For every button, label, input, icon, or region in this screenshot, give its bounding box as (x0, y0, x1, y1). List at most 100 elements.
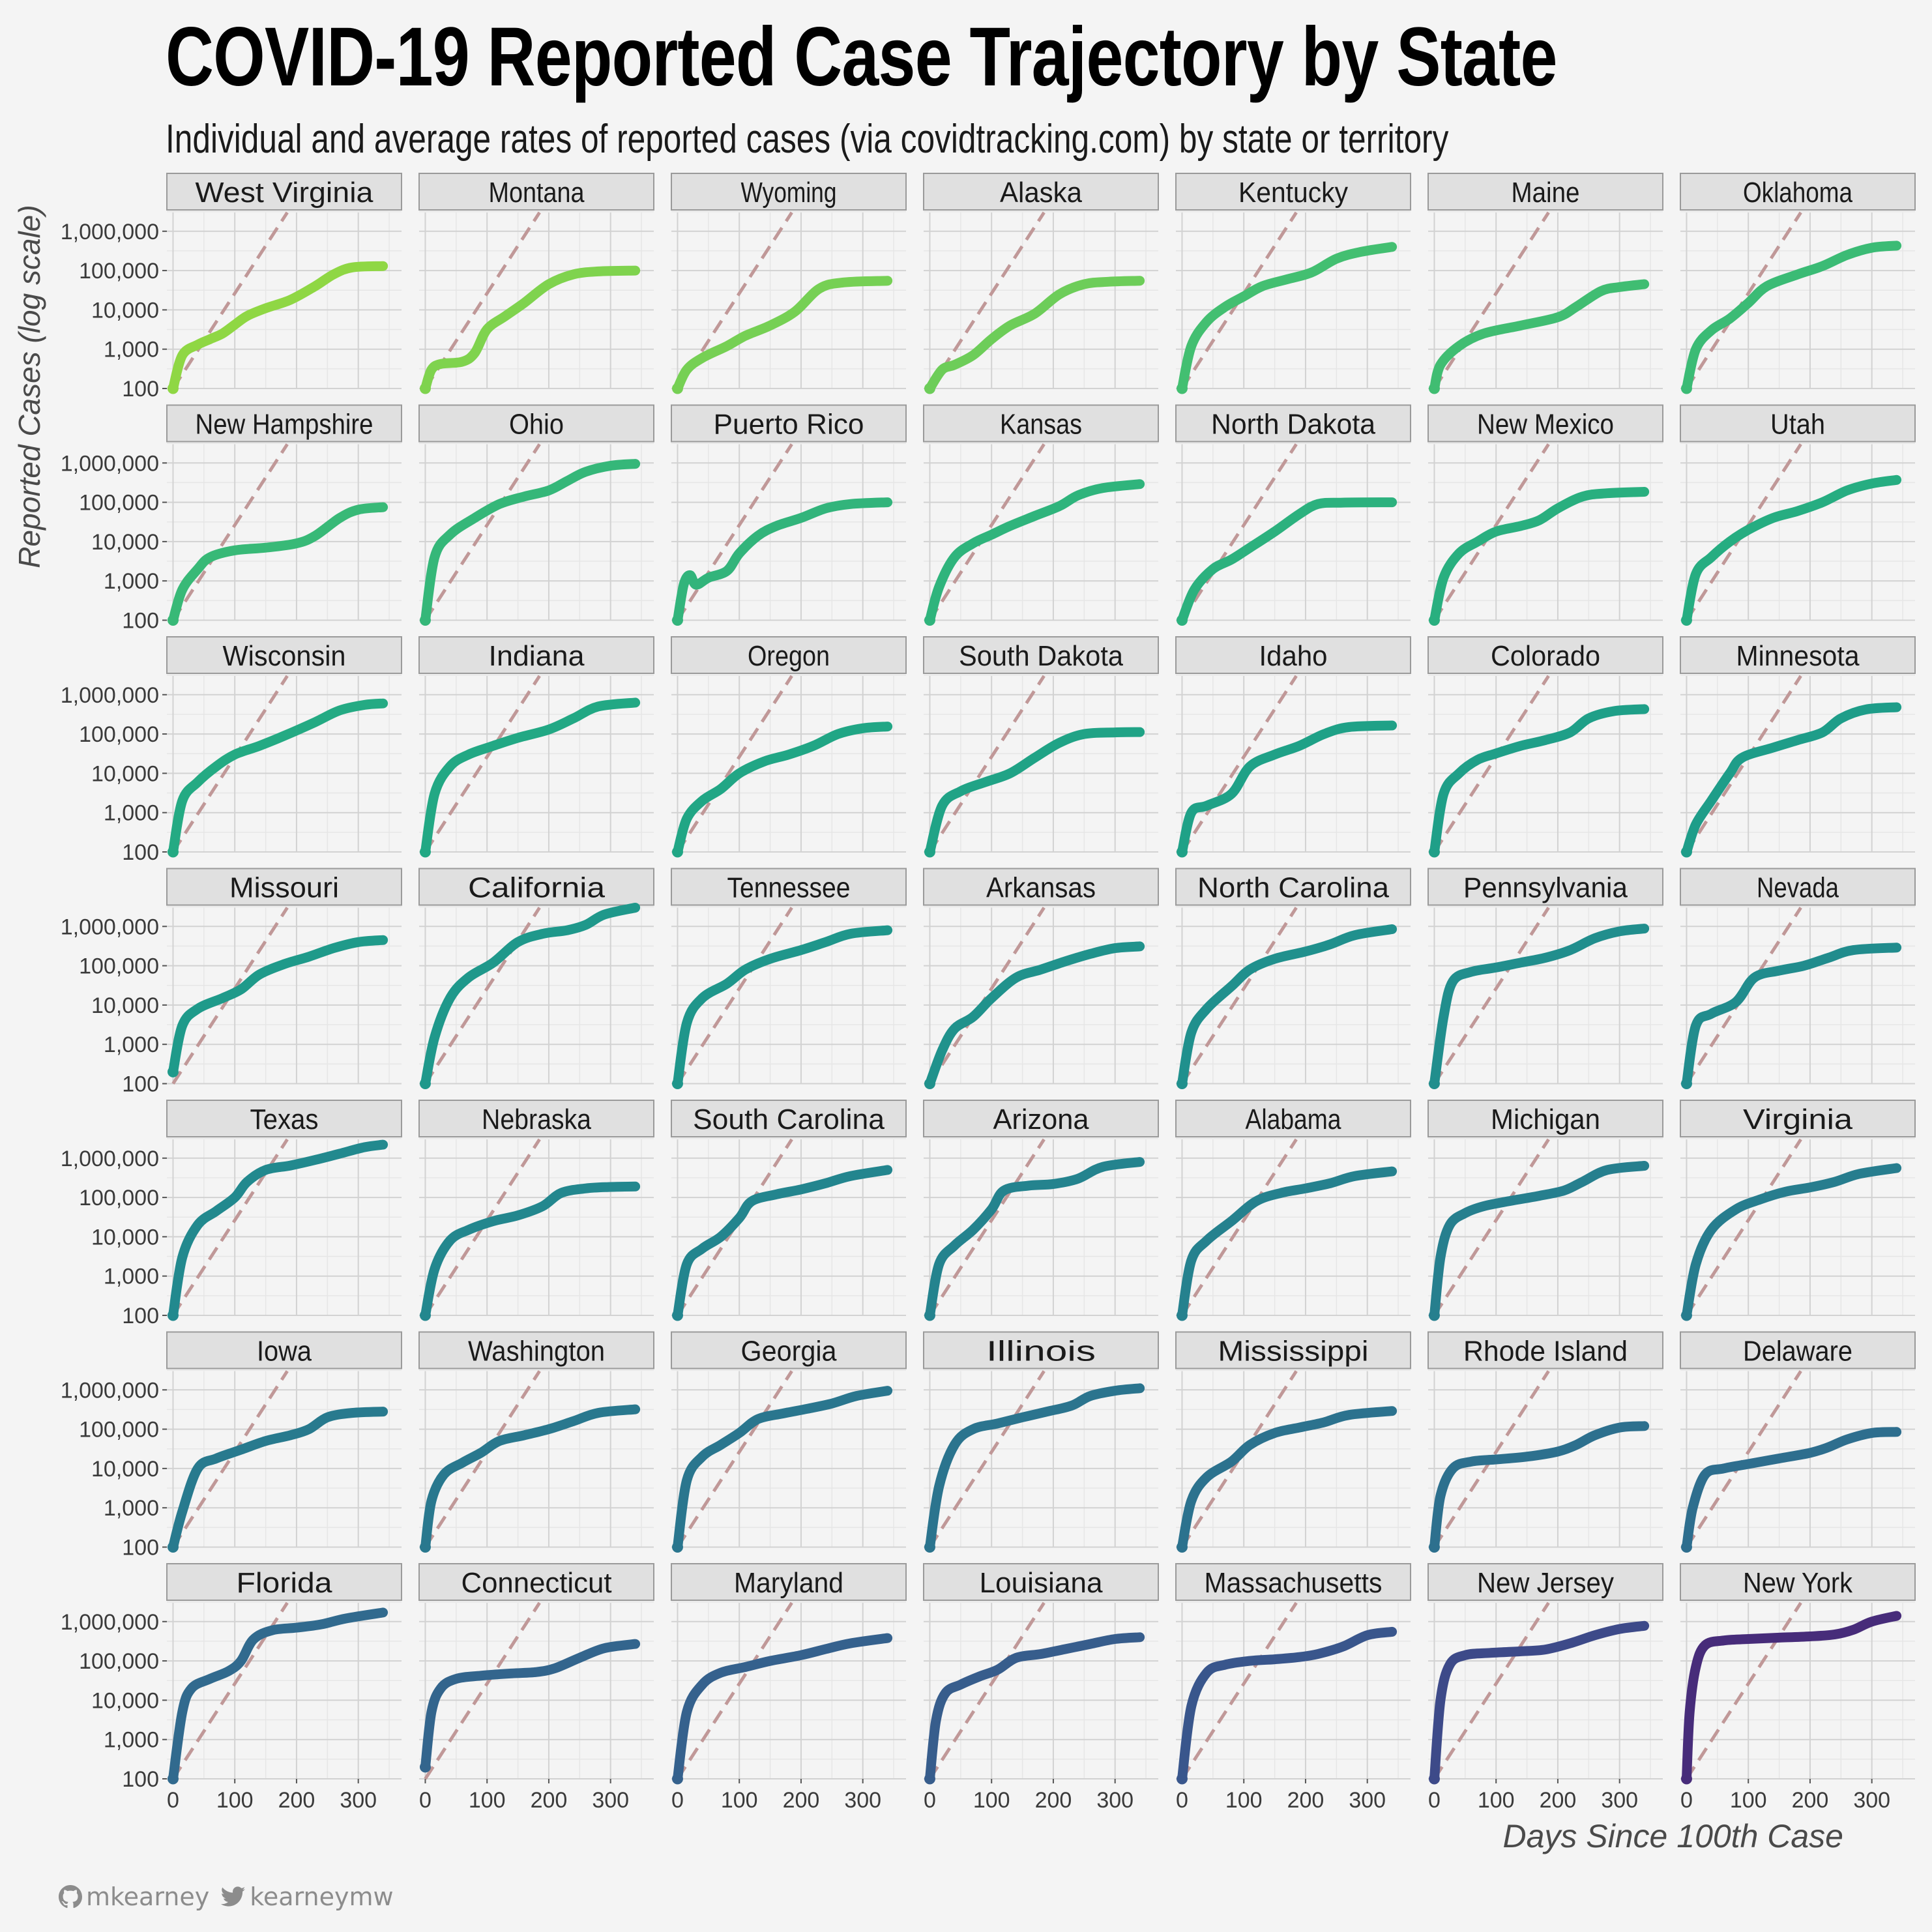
facet-panel: Georgia (671, 1331, 907, 1553)
series-start-point (1680, 1542, 1692, 1553)
y-tick-label: 1,000,000 (61, 1147, 159, 1171)
y-tick-label: 100 (122, 1072, 159, 1097)
facet-strip (923, 404, 1159, 443)
reference-line (171, 443, 289, 621)
facet-strip (671, 1563, 907, 1601)
facet-panel: Nebraska (418, 1100, 654, 1321)
reference-line (1180, 443, 1298, 621)
facet-strip-label: California (468, 872, 606, 904)
facet-strip-label: Maryland (734, 1567, 843, 1599)
facet-strip-label: Iowa (257, 1336, 312, 1368)
twitter-icon (221, 1886, 246, 1907)
series-start-point (167, 383, 179, 394)
series-start-point (1680, 1773, 1692, 1785)
facet-strip (671, 173, 907, 211)
series-line (420, 1181, 641, 1321)
series-start-point (671, 846, 683, 858)
series-line (925, 727, 1145, 857)
footer-caption: mkearney kearneymw (59, 1882, 394, 1911)
reference-line (928, 1370, 1046, 1548)
facet-strip (166, 173, 402, 211)
reference-line (928, 211, 1046, 390)
reference-line (1685, 1138, 1802, 1317)
y-tick-label: 10,000 (91, 530, 159, 555)
series-start-point (419, 1078, 431, 1089)
facet-panel: Iowa 100 1,000 10,000 100,000 1,000,000 (61, 1331, 402, 1560)
facet-strip-label: Kansas (1000, 409, 1082, 441)
facet-panel: Montana (418, 173, 654, 394)
series-line (673, 925, 893, 1089)
series-line (1429, 1620, 1650, 1784)
reference-line (676, 1602, 793, 1780)
facet-strip (1680, 173, 1916, 211)
y-tick-label: 100 (122, 1536, 159, 1560)
reference-line (424, 1138, 541, 1317)
series-start-point (671, 1542, 683, 1553)
facet-strip (923, 173, 1159, 211)
facet-panel: Illinois (923, 1331, 1159, 1553)
y-tick-label: 100,000 (79, 491, 159, 516)
x-tick-label: 0 (1428, 1788, 1441, 1813)
y-tick-label: 10,000 (91, 1225, 159, 1250)
y-tick-label: 10,000 (91, 993, 159, 1018)
series-line (673, 1386, 893, 1552)
facet-strip (418, 636, 654, 674)
facet-strip (671, 404, 907, 443)
reference-line (1433, 1138, 1550, 1317)
reference-line (1433, 675, 1550, 853)
facet-strip-label: Connecticut (461, 1567, 612, 1599)
facet-strip-label: Indiana (489, 640, 585, 672)
facet-strip-label: New Mexico (1477, 409, 1614, 441)
series-start-point (1428, 846, 1440, 858)
x-tick-label: 100 (1478, 1788, 1515, 1813)
series-line (925, 1383, 1145, 1552)
series-line (420, 1639, 641, 1772)
facet-panel: Pennsylvania (1427, 868, 1663, 1089)
facet-strip (1175, 868, 1411, 906)
series-line (1682, 241, 1902, 394)
series-line (1429, 1421, 1650, 1552)
series-line (168, 1407, 388, 1552)
y-tick-label: 1,000,000 (61, 1610, 159, 1635)
facet-strip-label: Mississippi (1218, 1336, 1369, 1368)
facet-panel: Maine (1427, 173, 1663, 394)
facet-panel: Kentucky (1175, 173, 1411, 394)
series-line (1177, 497, 1398, 625)
x-tick-label: 300 (1853, 1788, 1890, 1813)
facet-strip-label: Colorado (1491, 640, 1600, 672)
y-tick-label: 100,000 (79, 1418, 159, 1442)
facet-strip-label: South Dakota (959, 640, 1123, 672)
x-tick-label: 200 (783, 1788, 820, 1813)
facet-panel: Virginia (1680, 1100, 1916, 1321)
y-tick-label: 100 (122, 377, 159, 402)
facet-strip-label: North Dakota (1211, 409, 1376, 441)
series-line (1682, 943, 1902, 1089)
facet-strip (1427, 173, 1663, 211)
reference-line (1433, 907, 1550, 1085)
facet-strip (166, 1563, 402, 1601)
y-tick-label: 100 (122, 1304, 159, 1328)
reference-line (1685, 1370, 1802, 1548)
facet-panel: Arkansas (923, 868, 1159, 1089)
facet-panel: New Hampshire 100 1,000 10,000 100,000 1,000,… (61, 404, 402, 634)
x-tick-label: 200 (1540, 1788, 1577, 1813)
facet-panel: Texas 100 1,000 10,000 100,000 1,000,000 (61, 1100, 402, 1328)
facet-strip-label: Kentucky (1238, 177, 1348, 209)
facet-strip-label: Puerto Rico (714, 409, 864, 441)
y-tick-label: 1,000 (104, 801, 159, 826)
y-tick-label: 100,000 (79, 259, 159, 284)
series-start-point (924, 615, 935, 626)
reference-line (424, 1370, 541, 1548)
facet-strip (671, 636, 907, 674)
series-start-point (924, 1773, 935, 1785)
series-line (1682, 1427, 1902, 1552)
facet-panel: Arizona (923, 1100, 1159, 1321)
series-start-point (1176, 846, 1188, 858)
facet-strip-label: Virginia (1743, 1104, 1853, 1135)
y-tick-label: 1,000 (104, 1496, 159, 1521)
facet-panel: Connecticut 0 100 200 300 (418, 1563, 654, 1813)
reference-line (1685, 675, 1802, 853)
reference-line (928, 675, 1046, 853)
facet-strip (923, 636, 1159, 674)
reference-line (928, 443, 1046, 621)
